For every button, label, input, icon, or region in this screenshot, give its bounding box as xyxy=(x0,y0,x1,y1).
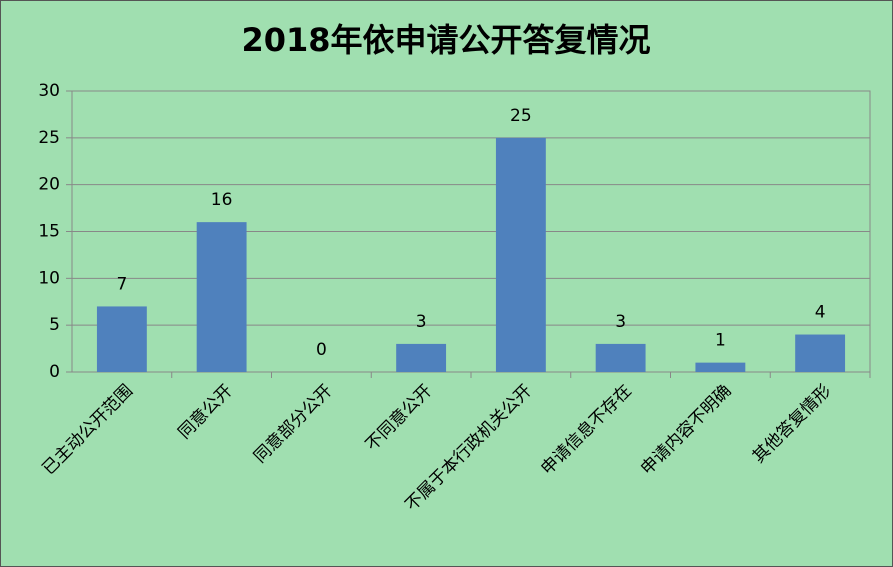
y-tick-label: 5 xyxy=(49,315,60,335)
chart-title: 2018年依申请公开答复情况 xyxy=(241,21,650,59)
bar xyxy=(96,306,147,372)
bar xyxy=(396,343,447,372)
bar xyxy=(695,362,746,372)
value-label: 0 xyxy=(316,340,327,360)
value-label: 3 xyxy=(615,312,626,332)
bar xyxy=(595,343,646,372)
bar xyxy=(196,222,247,372)
value-label: 1 xyxy=(715,331,726,351)
y-tick-label: 25 xyxy=(38,128,60,148)
y-tick-label: 10 xyxy=(38,268,60,288)
y-tick-label: 15 xyxy=(38,222,60,242)
y-tick-label: 0 xyxy=(49,362,60,382)
bar xyxy=(795,334,846,372)
y-tick-label: 20 xyxy=(38,175,60,195)
value-label: 25 xyxy=(510,106,532,126)
value-label: 16 xyxy=(211,190,233,210)
value-label: 4 xyxy=(815,303,826,323)
value-label: 7 xyxy=(116,274,127,294)
bar xyxy=(495,137,546,372)
y-tick-label: 30 xyxy=(38,81,60,101)
value-label: 3 xyxy=(416,312,427,332)
